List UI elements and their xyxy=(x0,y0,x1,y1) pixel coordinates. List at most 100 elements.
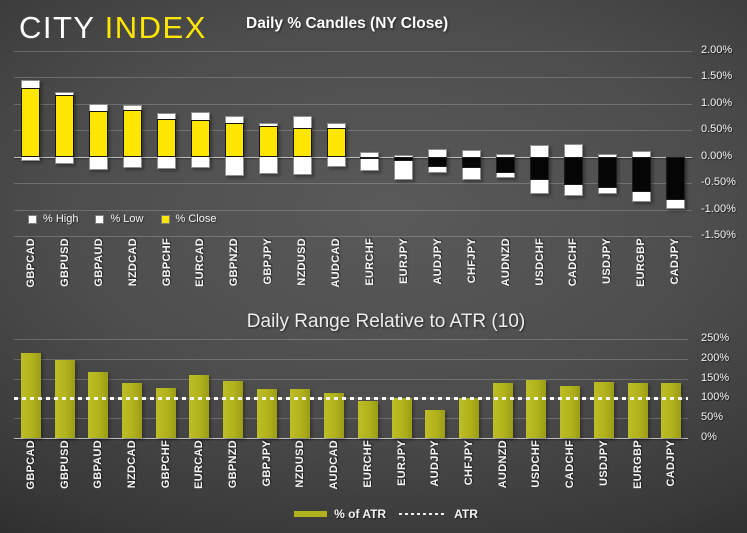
x-category-label: GBPJPY xyxy=(260,440,273,487)
x-category-label: EURCHF xyxy=(361,440,374,488)
candle-close-bar xyxy=(360,156,380,159)
atr-percent-bar xyxy=(627,383,648,438)
legend-item-close: % Close xyxy=(160,213,217,225)
candle-chart-legend: % High % Low % Close xyxy=(28,213,216,225)
legend-item-low: % Low xyxy=(95,213,144,225)
gridline xyxy=(14,339,688,340)
candle-close-bar xyxy=(631,156,651,193)
atr-percent-bar xyxy=(560,385,580,438)
legend-item-high: % High xyxy=(28,213,78,225)
x-category-label: GBPNZD xyxy=(228,238,241,287)
x-category-label: AUDCAD xyxy=(328,440,341,490)
atr-percent-bar xyxy=(425,409,446,438)
y-tick-label: 2.00% xyxy=(701,44,733,56)
x-category-label: GBPCAD xyxy=(24,238,37,288)
candle-close-bar xyxy=(292,127,312,157)
x-category-label: CHFJPY xyxy=(465,238,478,284)
atr-percent-bar xyxy=(223,380,244,438)
x-category-label: CADJPY xyxy=(669,238,681,285)
atr-reference-line xyxy=(14,397,688,401)
x-category-label: CADJPY xyxy=(665,440,678,487)
x-category-label: CADCHF xyxy=(564,440,576,489)
y-tick-label: -1.00% xyxy=(701,202,736,215)
gridline xyxy=(14,236,692,237)
x-category-label: USDCHF xyxy=(533,238,546,286)
atr-percent-bar xyxy=(391,397,412,438)
x-category-label: NZDUSD xyxy=(296,238,309,286)
candle-close-bar xyxy=(428,156,448,167)
x-category-label: GBPAUD xyxy=(92,238,105,287)
candle-close-bar xyxy=(530,156,549,180)
x-category-label: EURGBP xyxy=(635,238,648,287)
x-category-label: GBPCAD xyxy=(24,440,37,490)
legend-label-atr-percent: % of ATR xyxy=(334,507,387,521)
y-tick-label: 200% xyxy=(701,351,730,364)
candle-close-bar xyxy=(496,156,516,174)
atr-percent-bar xyxy=(593,381,614,438)
atr-percent-bar xyxy=(357,401,378,438)
atr-percent-bar xyxy=(155,388,176,438)
y-tick-label: 0.00% xyxy=(701,149,733,162)
candle-close-bar xyxy=(224,122,244,157)
atr-chart-plot-area xyxy=(14,339,688,439)
legend-label-low: % Low xyxy=(110,213,144,225)
x-category-label: CADCHF xyxy=(567,238,580,287)
y-tick-label: 250% xyxy=(701,332,730,344)
atr-percent-bar xyxy=(526,379,547,438)
gridline xyxy=(14,209,692,211)
low-swatch-icon xyxy=(95,214,105,224)
x-category-label: AUDNZD xyxy=(499,238,512,287)
atr-percent-bar xyxy=(458,398,479,438)
x-category-label: AUDCAD xyxy=(330,238,343,288)
atr-percent-bar xyxy=(324,392,345,438)
gridline xyxy=(14,156,692,158)
legend-label-close: % Close xyxy=(175,213,217,225)
x-category-label: AUDJPY xyxy=(431,238,444,285)
gridline xyxy=(14,438,688,439)
gridline xyxy=(14,378,688,380)
x-category-label: EURCAD xyxy=(193,440,206,489)
atr-percent-bar xyxy=(256,388,277,438)
atr-percent-bar xyxy=(661,383,682,438)
y-tick-label: 100% xyxy=(701,391,730,404)
atr-chart-legend: % of ATR ATR xyxy=(26,507,746,521)
x-category-label: GBPAUD xyxy=(92,440,105,489)
gridline xyxy=(14,103,692,105)
y-tick-label: 1.50% xyxy=(701,70,733,83)
legend-item-atr-percent: % of ATR xyxy=(294,507,386,521)
candle-close-bar xyxy=(563,156,583,186)
candle-close-bar xyxy=(597,156,617,188)
atr-chart-title: Daily Range Relative to ATR (10) xyxy=(246,311,526,332)
candle-chart-title: Daily % Candles (NY Close) xyxy=(246,15,449,32)
candle-close-bar xyxy=(462,156,482,168)
x-category-label: EURGBP xyxy=(631,440,644,489)
x-category-label: EURCHF xyxy=(363,238,376,286)
logo-city: CITY xyxy=(19,10,96,45)
candle-close-bar xyxy=(394,156,414,162)
gridline xyxy=(14,130,692,132)
gridline xyxy=(14,418,688,420)
atr-percent-bar xyxy=(88,371,109,438)
candle-close-bar xyxy=(665,156,685,200)
candle-close-bar xyxy=(258,126,278,157)
x-category-label: GBPUSD xyxy=(58,440,71,489)
x-category-label: AUDJPY xyxy=(429,440,442,487)
candle-close-bar xyxy=(190,120,210,157)
x-category-label: EURJPY xyxy=(395,440,408,486)
atr-dotted-line-icon xyxy=(399,513,448,515)
gridline xyxy=(14,358,688,360)
y-tick-label: 0.50% xyxy=(701,123,733,136)
gridline xyxy=(14,183,692,185)
candle-close-bar xyxy=(123,109,143,157)
legend-label-atr: ATR xyxy=(454,507,478,521)
x-category-label: GBPNZD xyxy=(227,440,240,489)
gridline xyxy=(14,51,692,52)
x-category-label: EURJPY xyxy=(397,238,410,284)
legend-label-high: % High xyxy=(43,213,79,225)
atr-percent-bar xyxy=(290,388,311,438)
y-tick-label: -1.50% xyxy=(701,229,736,241)
y-tick-label: -0.50% xyxy=(701,176,736,189)
atr-bar-swatch-icon xyxy=(294,511,328,517)
candle-close-bar xyxy=(157,119,177,157)
